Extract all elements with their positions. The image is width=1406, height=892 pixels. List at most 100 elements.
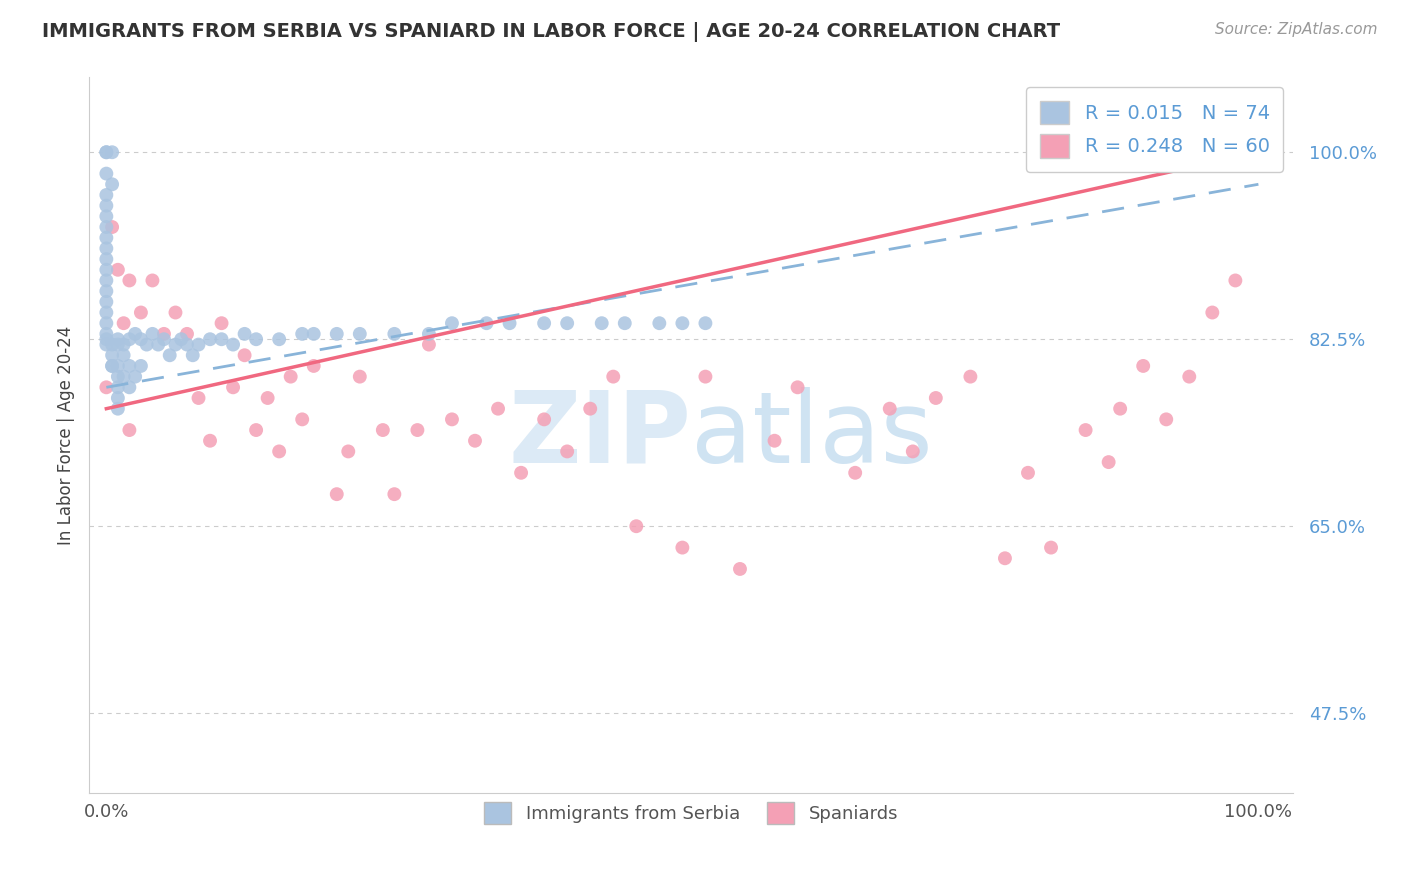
Point [107, 401, 129, 416]
Point [269, 332, 291, 346]
Point [112, 348, 135, 362]
Point [124, 326, 146, 341]
Point [326, 487, 349, 501]
Point [107, 262, 129, 277]
Point [994, 551, 1017, 566]
Point [96, 188, 118, 202]
Point [129, 359, 152, 373]
Point [418, 326, 440, 341]
Text: ZIP: ZIP [508, 387, 690, 483]
Text: IMMIGRANTS FROM SERBIA VS SPANIARD IN LABOR FORCE | AGE 20-24 CORRELATION CHART: IMMIGRANTS FROM SERBIA VS SPANIARD IN LA… [42, 22, 1060, 42]
Point [112, 369, 135, 384]
Point [107, 359, 129, 373]
Point [555, 444, 578, 458]
Point [291, 412, 314, 426]
Point [786, 380, 808, 394]
Point [96, 284, 118, 298]
Point [101, 337, 124, 351]
Point [879, 401, 901, 416]
Point [181, 348, 204, 362]
Point [135, 337, 157, 351]
Point [695, 316, 717, 330]
Point [96, 210, 118, 224]
Point [901, 444, 924, 458]
Point [695, 369, 717, 384]
Point [101, 178, 124, 192]
Point [280, 369, 302, 384]
Point [96, 199, 118, 213]
Point [112, 337, 135, 351]
Point [118, 380, 141, 394]
Point [326, 326, 349, 341]
Point [187, 337, 209, 351]
Point [626, 519, 648, 533]
Point [159, 348, 181, 362]
Point [648, 316, 671, 330]
Point [418, 337, 440, 351]
Point [153, 326, 176, 341]
Point [107, 391, 129, 405]
Point [440, 412, 463, 426]
Point [96, 294, 118, 309]
Point [349, 326, 371, 341]
Point [222, 337, 245, 351]
Point [498, 316, 520, 330]
Point [1074, 423, 1097, 437]
Point [233, 326, 256, 341]
Text: atlas: atlas [690, 387, 932, 483]
Point [602, 369, 624, 384]
Point [591, 316, 613, 330]
Point [141, 273, 163, 287]
Point [555, 316, 578, 330]
Point [1154, 412, 1177, 426]
Point [211, 332, 233, 346]
Point [165, 305, 187, 319]
Point [141, 326, 163, 341]
Point [107, 380, 129, 394]
Point [533, 316, 555, 330]
Point [96, 241, 118, 255]
Point [118, 359, 141, 373]
Point [382, 326, 405, 341]
Point [96, 380, 118, 394]
Point [101, 348, 124, 362]
Point [211, 316, 233, 330]
Point [1098, 455, 1121, 469]
Point [844, 466, 866, 480]
Point [486, 401, 509, 416]
Point [291, 326, 314, 341]
Point [96, 262, 118, 277]
Point [222, 380, 245, 394]
Point [96, 305, 118, 319]
Point [1132, 359, 1154, 373]
Point [464, 434, 486, 448]
Point [1247, 145, 1270, 160]
Point [96, 316, 118, 330]
Point [256, 391, 278, 405]
Point [101, 359, 124, 373]
Point [613, 316, 636, 330]
Point [129, 305, 152, 319]
Point [302, 359, 325, 373]
Point [510, 466, 533, 480]
Point [129, 332, 152, 346]
Point [170, 332, 193, 346]
Point [148, 337, 170, 351]
Point [96, 326, 118, 341]
Point [101, 220, 124, 235]
Point [440, 316, 463, 330]
Point [96, 220, 118, 235]
Point [475, 316, 498, 330]
Point [337, 444, 360, 458]
Point [382, 487, 405, 501]
Point [124, 369, 146, 384]
Point [107, 332, 129, 346]
Point [533, 412, 555, 426]
Point [101, 359, 124, 373]
Point [101, 145, 124, 160]
Text: Source: ZipAtlas.com: Source: ZipAtlas.com [1215, 22, 1378, 37]
Point [1201, 305, 1223, 319]
Point [763, 434, 786, 448]
Point [245, 332, 267, 346]
Point [198, 434, 221, 448]
